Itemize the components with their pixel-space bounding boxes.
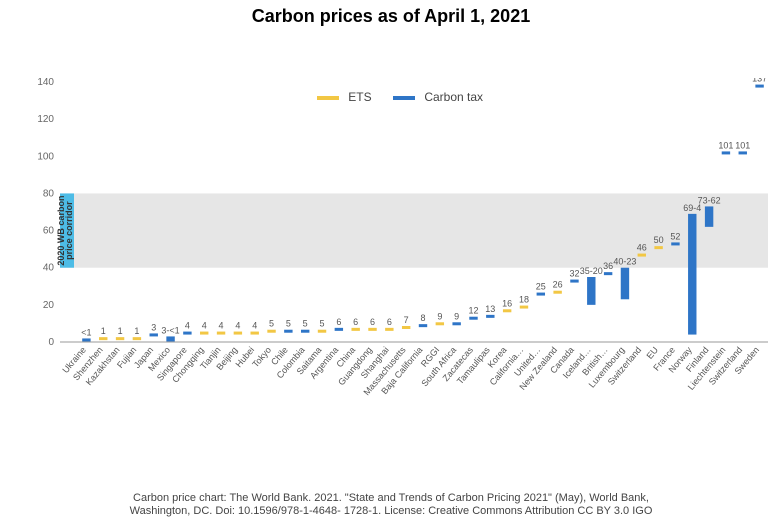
- svg-text:25: 25: [536, 282, 546, 292]
- svg-text:60: 60: [43, 226, 55, 237]
- bar: [688, 214, 696, 335]
- bar: [82, 338, 90, 341]
- bar: [503, 309, 511, 312]
- bar: [335, 328, 343, 331]
- bar: [553, 291, 561, 294]
- svg-text:32: 32: [569, 269, 579, 279]
- svg-text:26: 26: [553, 280, 563, 290]
- svg-text:137: 137: [752, 78, 767, 84]
- caption-line1: Carbon price chart: The World Bank. 2021…: [133, 492, 649, 504]
- bar: [604, 272, 612, 275]
- bar: [621, 268, 629, 300]
- svg-text:18: 18: [519, 295, 529, 305]
- svg-text:4: 4: [219, 321, 224, 331]
- bar: [150, 333, 158, 336]
- svg-text:1: 1: [118, 326, 123, 336]
- bar: [587, 277, 595, 305]
- bar: [638, 254, 646, 257]
- svg-text:4: 4: [185, 321, 190, 331]
- svg-text:4: 4: [252, 321, 257, 331]
- chart-title: Carbon prices as of April 1, 2021: [0, 0, 782, 27]
- bar: [419, 324, 427, 327]
- svg-text:73-62: 73-62: [698, 195, 721, 205]
- svg-text:price corridor: price corridor: [64, 201, 74, 260]
- bar: [368, 328, 376, 331]
- bar: [99, 337, 107, 340]
- svg-text:7: 7: [404, 315, 409, 325]
- bar: [570, 280, 578, 283]
- bar: [705, 206, 713, 226]
- svg-text:50: 50: [654, 235, 664, 245]
- svg-text:5: 5: [303, 319, 308, 329]
- bar: [654, 246, 662, 249]
- bar: [671, 242, 679, 245]
- bar: [722, 151, 730, 154]
- svg-text:20: 20: [43, 300, 55, 311]
- svg-text:35-20: 35-20: [580, 266, 603, 276]
- svg-text:6: 6: [336, 317, 341, 327]
- svg-text:<1: <1: [81, 327, 91, 337]
- svg-text:5: 5: [286, 319, 291, 329]
- svg-text:40-23: 40-23: [613, 257, 636, 267]
- bar: [284, 330, 292, 333]
- svg-text:80: 80: [43, 188, 55, 199]
- svg-text:36: 36: [603, 261, 613, 271]
- svg-text:46: 46: [637, 243, 647, 253]
- svg-text:101: 101: [735, 140, 750, 150]
- svg-text:100: 100: [38, 151, 54, 162]
- svg-text:4: 4: [202, 321, 207, 331]
- bar: [537, 293, 545, 296]
- bar: [402, 326, 410, 329]
- bar: [217, 332, 225, 335]
- bar: [486, 315, 494, 318]
- svg-text:3-<1: 3-<1: [161, 325, 179, 335]
- bar: [116, 337, 124, 340]
- caption: Carbon price chart: The World Bank. 2021…: [0, 492, 782, 520]
- bar: [183, 332, 191, 335]
- svg-text:13: 13: [485, 304, 495, 314]
- bar: [234, 332, 242, 335]
- svg-text:3: 3: [151, 322, 156, 332]
- bar: [166, 336, 174, 341]
- chart-plot: 2020 WB carbonprice corridor020406080100…: [38, 78, 772, 420]
- bar: [200, 332, 208, 335]
- chart-container: Carbon prices as of April 1, 2021 ETS Ca…: [0, 0, 782, 525]
- bar: [739, 151, 747, 154]
- svg-text:6: 6: [387, 317, 392, 327]
- svg-text:16: 16: [502, 298, 512, 308]
- svg-text:5: 5: [320, 319, 325, 329]
- bar: [267, 330, 275, 333]
- svg-text:120: 120: [38, 114, 54, 125]
- svg-text:9: 9: [454, 311, 459, 321]
- bar: [133, 337, 141, 340]
- bar: [351, 328, 359, 331]
- svg-text:140: 140: [38, 78, 54, 88]
- svg-text:40: 40: [43, 263, 55, 274]
- bar: [755, 85, 763, 88]
- svg-text:0: 0: [48, 337, 54, 348]
- svg-text:6: 6: [353, 317, 358, 327]
- svg-text:Tokyo: Tokyo: [250, 345, 273, 369]
- bar: [520, 306, 528, 309]
- svg-text:6: 6: [370, 317, 375, 327]
- caption-line2: Washington, DC. Doi: 10.1596/978-1-4648-…: [130, 505, 653, 517]
- svg-text:1: 1: [101, 326, 106, 336]
- bar: [452, 322, 460, 325]
- svg-text:12: 12: [468, 306, 478, 316]
- bar: [469, 317, 477, 320]
- bar: [318, 330, 326, 333]
- svg-text:4: 4: [235, 321, 240, 331]
- bar: [385, 328, 393, 331]
- svg-text:52: 52: [670, 231, 680, 241]
- bar: [436, 322, 444, 325]
- svg-text:1: 1: [134, 326, 139, 336]
- svg-text:9: 9: [437, 311, 442, 321]
- bar: [301, 330, 309, 333]
- svg-text:8: 8: [420, 313, 425, 323]
- bar: [251, 332, 259, 335]
- svg-text:5: 5: [269, 319, 274, 329]
- svg-text:101: 101: [718, 140, 733, 150]
